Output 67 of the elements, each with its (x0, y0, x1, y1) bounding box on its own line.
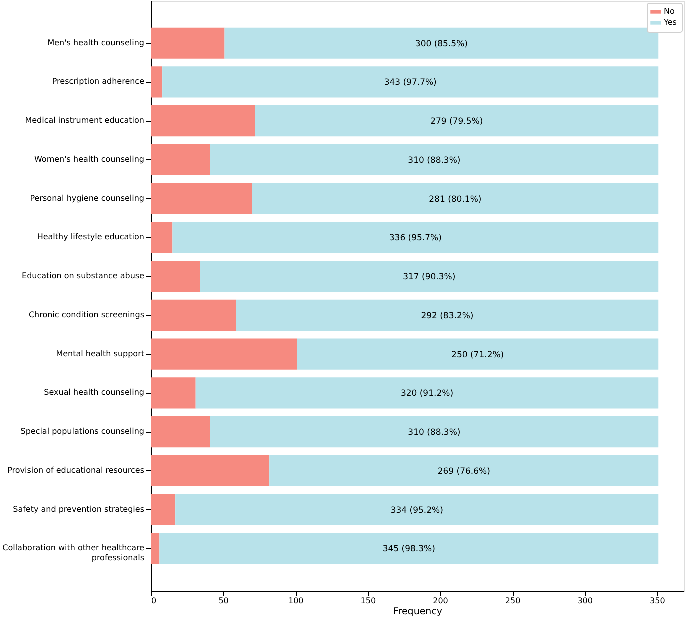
bar (224, 28, 659, 59)
bar (151, 106, 256, 137)
bar (151, 455, 270, 486)
bar (151, 416, 210, 448)
y-tick-label: Chronic condition screenings (28, 310, 144, 320)
data-label: 250 (71.2%) (452, 350, 504, 360)
bar (151, 28, 225, 59)
y-tick-label: Prescription adherence (52, 77, 145, 86)
y-tick-label: Women's health counseling (34, 154, 144, 164)
data-label: 292 (83.2%) (421, 311, 474, 322)
bar (151, 261, 200, 292)
bar (297, 338, 659, 370)
bar (162, 66, 659, 98)
data-label: 279 (79.5%) (430, 117, 484, 128)
x-tick-label: 300 (578, 596, 594, 606)
bar (160, 533, 659, 564)
y-tick-label: Mental health support (56, 349, 144, 358)
bar (210, 144, 659, 176)
y-tick-label: Provision of educational resources (8, 466, 144, 475)
x-tick-label: 250 (505, 596, 521, 606)
y-tick-label: Collaboration with other healthcare professionals (2, 544, 145, 563)
x-tick-label: 200 (433, 596, 448, 606)
data-label: 345 (98.3%) (382, 544, 436, 555)
bar (151, 66, 163, 98)
data-label: 310 (88.3%) (408, 428, 461, 438)
bar (196, 378, 659, 409)
x-tick-label: 150 (360, 596, 376, 606)
data-label: 336 (95.7%) (389, 234, 442, 244)
bar (200, 261, 659, 292)
data-label: 320 (91.2%) (400, 389, 454, 400)
y-tick-label: Personal hygiene counseling (30, 194, 144, 203)
x-axis-title: Frequency (393, 606, 443, 618)
data-label: 343 (97.7%) (384, 78, 437, 88)
bar (172, 222, 659, 254)
bar (151, 533, 160, 564)
bar (236, 300, 659, 331)
bar (151, 378, 196, 409)
x-tick-label: 350 (650, 596, 666, 606)
x-tick-label: 0 (152, 596, 157, 606)
bar (176, 494, 659, 526)
data-label: 269 (76.6%) (438, 466, 490, 477)
y-tick-label: Men's health counseling (48, 38, 144, 48)
bar (151, 300, 236, 331)
data-label: 300 (85.5%) (415, 39, 468, 50)
bar (210, 416, 659, 448)
bar (151, 222, 173, 254)
bar (151, 338, 298, 370)
x-tick-label: 50 (218, 596, 229, 606)
data-label: 317 (90.3%) (403, 272, 456, 283)
data-label: 281 (80.1%) (429, 194, 482, 205)
y-tick-label: Healthy lifestyle education (37, 232, 144, 242)
data-label: 310 (88.3%) (408, 156, 461, 166)
bar (151, 183, 252, 214)
legend-label: No (664, 7, 675, 16)
bar (252, 183, 659, 214)
y-tick-label: Sexual health counseling (44, 388, 144, 398)
bar (255, 106, 659, 137)
legend-label: Yes (663, 18, 677, 27)
x-tick-label: 100 (288, 596, 304, 606)
bar (270, 455, 659, 486)
data-label: 334 (95.2%) (390, 506, 444, 516)
bar (151, 144, 210, 176)
y-tick-label: Medical instrument education (25, 116, 144, 126)
bar (151, 494, 176, 526)
y-tick-label: Education on substance abuse (22, 272, 145, 281)
y-tick-label: Safety and prevention strategies (13, 504, 144, 514)
y-tick-label: Special populations counseling (20, 427, 144, 436)
